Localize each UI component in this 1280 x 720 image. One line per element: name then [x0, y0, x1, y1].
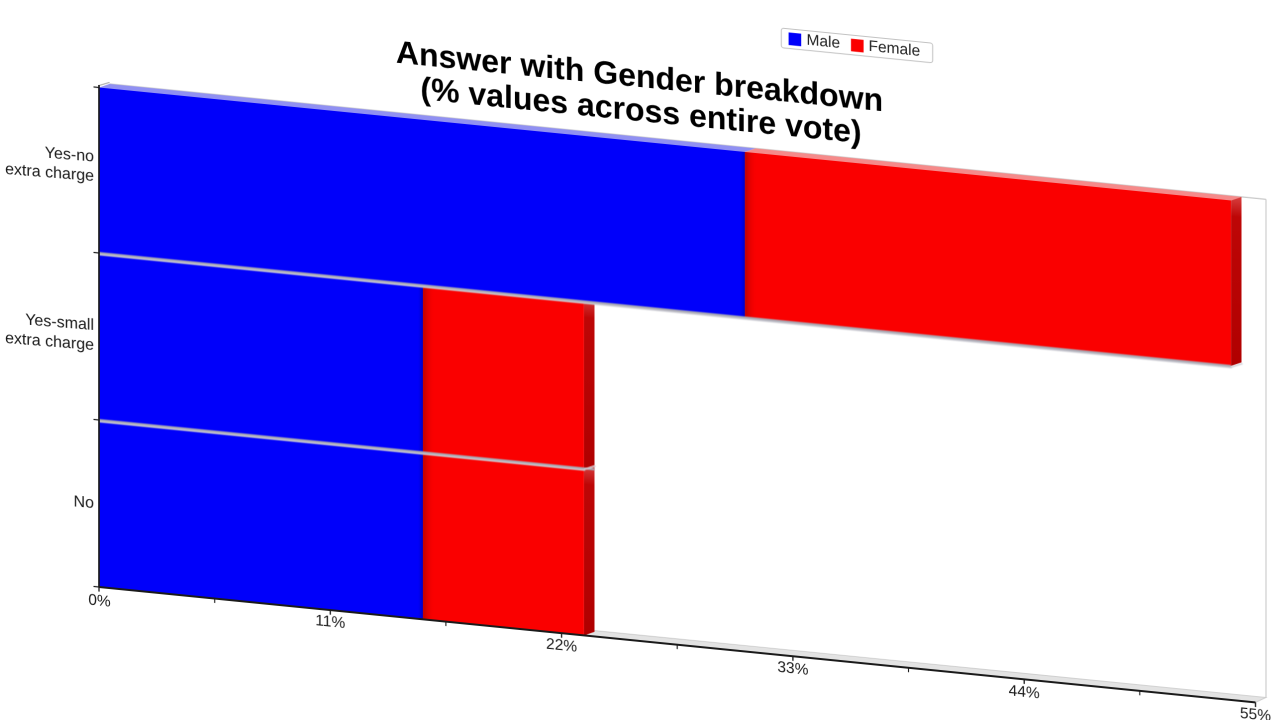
svg-text:33%: 33%: [777, 659, 808, 679]
svg-text:22%: 22%: [546, 635, 577, 655]
svg-text:44%: 44%: [1009, 682, 1040, 702]
svg-text:0%: 0%: [88, 591, 111, 610]
svg-text:extra charge: extra charge: [5, 330, 94, 354]
svg-text:Female: Female: [869, 38, 921, 60]
svg-text:11%: 11%: [315, 612, 345, 632]
svg-text:Yes-no: Yes-no: [45, 144, 94, 165]
svg-text:Yes-small: Yes-small: [25, 311, 94, 334]
svg-text:55%: 55%: [1240, 705, 1271, 720]
svg-text:Male: Male: [807, 31, 841, 51]
svg-text:No: No: [74, 493, 95, 512]
svg-text:extra charge: extra charge: [5, 161, 94, 185]
